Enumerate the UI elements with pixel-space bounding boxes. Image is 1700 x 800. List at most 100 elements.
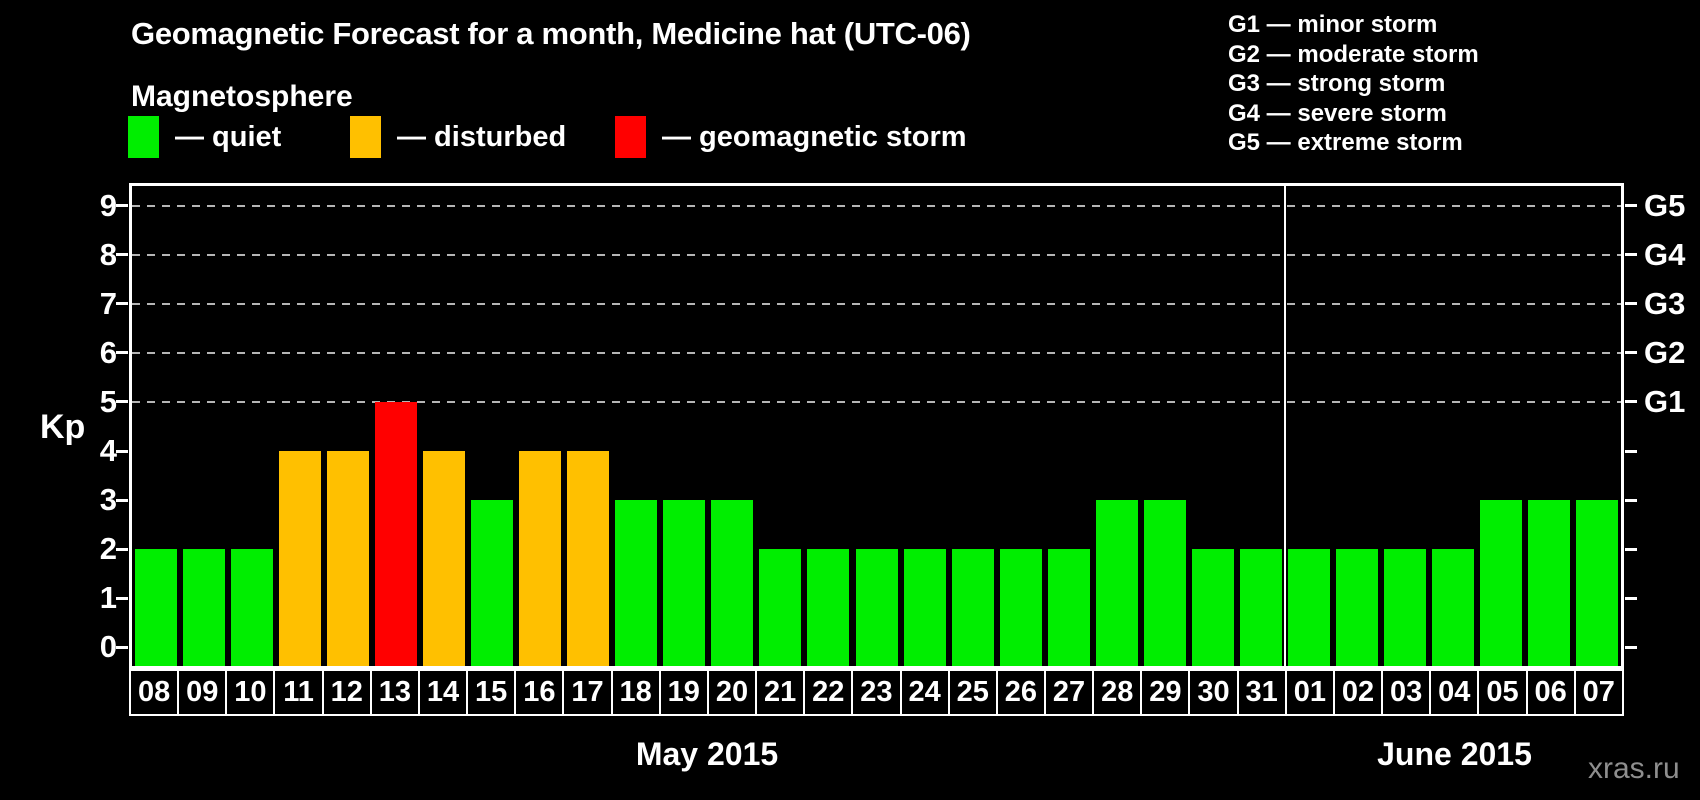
kp-bar-21 [759, 549, 802, 666]
kp-bar-09 [183, 549, 226, 666]
y-tick-label-5: 5 [99, 383, 117, 419]
y-tick-label-0: 0 [99, 629, 117, 665]
kp-bar-02 [1335, 549, 1378, 666]
right-tick-kp9 [1625, 204, 1637, 208]
day-label-01: 01 [1284, 669, 1335, 716]
legend-label-storm: — geomagnetic storm [662, 120, 967, 153]
kp-bar-05 [1479, 500, 1522, 666]
day-label-04: 04 [1429, 669, 1480, 716]
kp-bar-03 [1383, 549, 1426, 666]
y-axis-title: Kp [40, 408, 86, 446]
left-tick-kp1 [116, 596, 128, 600]
day-label-22: 22 [803, 669, 854, 716]
storm-scale-g4: G4 — severe storm [1228, 99, 1447, 127]
y-tick-label-6: 6 [99, 334, 117, 370]
left-tick-kp3 [116, 498, 128, 502]
g-axis-label-g4: G4 [1644, 236, 1686, 272]
left-tick-kp4 [116, 449, 128, 453]
day-label-09: 09 [177, 669, 228, 716]
legend-item-storm: — geomagnetic storm [615, 116, 967, 158]
gridline-kp9 [132, 204, 1621, 207]
left-tick-kp0 [116, 645, 128, 649]
kp-bar-28 [1095, 500, 1138, 666]
page-title: Geomagnetic Forecast for a month, Medici… [131, 16, 971, 51]
storm-scale-g1: G1 — minor storm [1228, 11, 1438, 38]
day-label-05: 05 [1477, 669, 1528, 716]
kp-bar-08 [135, 549, 178, 666]
day-label-13: 13 [369, 669, 420, 716]
right-tick-kp5 [1625, 400, 1637, 404]
day-label-14: 14 [417, 669, 469, 716]
day-label-25: 25 [947, 669, 998, 716]
left-tick-kp2 [116, 547, 128, 551]
kp-bar-22 [807, 549, 850, 666]
right-tick-kp4 [1625, 449, 1637, 453]
kp-bar-14 [423, 451, 466, 666]
legend-label-disturbed: — disturbed [397, 120, 567, 153]
kp-bar-26 [999, 549, 1042, 666]
g-axis-label-g2: G2 [1644, 334, 1686, 370]
kp-bar-20 [711, 500, 754, 666]
g-axis-label-g3: G3 [1644, 285, 1686, 321]
day-label-23: 23 [851, 669, 902, 716]
kp-bar-12 [327, 451, 370, 666]
kp-bar-29 [1143, 500, 1186, 666]
day-label-21: 21 [755, 669, 806, 716]
y-tick-label-4: 4 [99, 433, 117, 469]
kp-bar-31 [1239, 549, 1282, 666]
y-tick-label-1: 1 [99, 580, 117, 616]
day-label-11: 11 [273, 669, 324, 716]
g-axis-label-g5: G5 [1644, 187, 1686, 223]
gridline-kp7 [132, 302, 1621, 305]
kp-bar-30 [1191, 549, 1234, 666]
left-tick-kp5 [116, 400, 128, 404]
gridline-kp6 [132, 351, 1621, 354]
day-label-16: 16 [514, 669, 565, 716]
day-label-15: 15 [466, 669, 517, 716]
kp-bar-27 [1047, 549, 1090, 666]
kp-bar-15 [471, 500, 514, 666]
day-label-19: 19 [658, 669, 709, 716]
month-label-june: June 2015 [1377, 736, 1532, 772]
left-tick-kp7 [116, 302, 128, 306]
kp-bar-16 [519, 451, 562, 666]
day-label-17: 17 [562, 669, 613, 716]
storm-scale-g5: G5 — extreme storm [1228, 129, 1463, 157]
day-label-28: 28 [1092, 669, 1143, 716]
kp-bar-19 [663, 500, 706, 666]
day-label-27: 27 [1043, 669, 1095, 716]
kp-bar-24 [903, 549, 946, 666]
y-tick-label-2: 2 [99, 531, 117, 567]
storm-color-swatch [615, 116, 646, 158]
g-axis-label-g1: G1 [1644, 383, 1686, 419]
quiet-color-swatch [128, 116, 159, 158]
legend-label-quiet: — quiet [175, 120, 282, 153]
gridline-kp8 [132, 253, 1621, 256]
day-label-30: 30 [1188, 669, 1239, 716]
kp-bar-17 [567, 451, 610, 666]
storm-scale-legend: G1 — minor storm G2 — moderate storm G3 … [1228, 10, 1479, 158]
kp-bar-10 [231, 549, 274, 666]
day-label-08: 08 [129, 669, 180, 716]
kp-bar-07 [1575, 500, 1618, 666]
month-label-may: May 2015 [635, 736, 779, 772]
day-label-26: 26 [995, 669, 1046, 716]
day-label-18: 18 [610, 669, 661, 716]
right-tick-kp1 [1625, 596, 1637, 600]
y-tick-label-3: 3 [99, 482, 117, 518]
right-tick-kp6 [1625, 351, 1637, 355]
day-label-06: 06 [1525, 669, 1576, 716]
right-tick-kp7 [1625, 302, 1637, 306]
day-label-12: 12 [321, 669, 372, 716]
kp-bar-13 [375, 401, 418, 666]
plot-area [129, 183, 1624, 669]
kp-bar-25 [951, 549, 994, 666]
left-tick-kp9 [116, 204, 128, 208]
legend-item-disturbed: — disturbed [350, 116, 566, 158]
month-separator [1283, 186, 1286, 666]
disturbed-color-swatch [350, 116, 381, 158]
day-label-07: 07 [1573, 669, 1624, 716]
watermark: xras.ru [1588, 752, 1680, 785]
right-tick-kp3 [1625, 498, 1637, 502]
